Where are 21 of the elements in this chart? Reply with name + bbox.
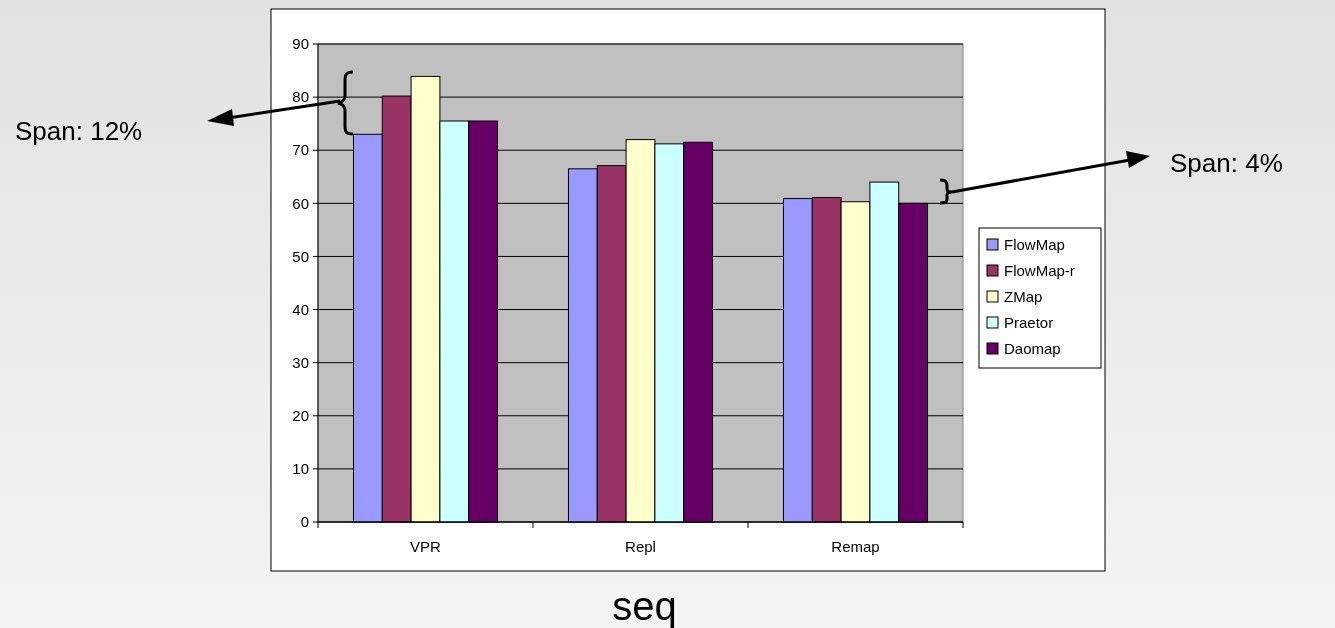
text: Span: 4% xyxy=(1170,148,1283,178)
y-tick-label: 90 xyxy=(292,35,309,53)
x-tick-label: VPR xyxy=(410,538,442,555)
legend-label: FlowMap xyxy=(1004,236,1065,254)
y-tick-label: 20 xyxy=(292,407,309,425)
y-tick-label: 10 xyxy=(292,460,309,478)
legend-label: Daomap xyxy=(1004,340,1061,358)
y-tick-label: 50 xyxy=(292,247,309,265)
x-tick-label: Remap xyxy=(831,538,880,555)
y-tick-label: 80 xyxy=(292,88,309,106)
y-tick-label: 60 xyxy=(292,194,309,212)
x-axis-title: seq xyxy=(612,584,677,628)
legend-label: Praetor xyxy=(1004,314,1054,332)
legend-label: ZMap xyxy=(1004,288,1043,306)
y-tick-label: 0 xyxy=(300,513,309,531)
text: Span: 12% xyxy=(15,116,143,146)
y-tick-label: 30 xyxy=(292,353,309,371)
y-tick-label: 40 xyxy=(292,300,309,318)
y-tick-label: 70 xyxy=(292,141,309,159)
legend-label: FlowMap-r xyxy=(1004,262,1075,280)
x-tick-label: Repl xyxy=(625,538,656,555)
